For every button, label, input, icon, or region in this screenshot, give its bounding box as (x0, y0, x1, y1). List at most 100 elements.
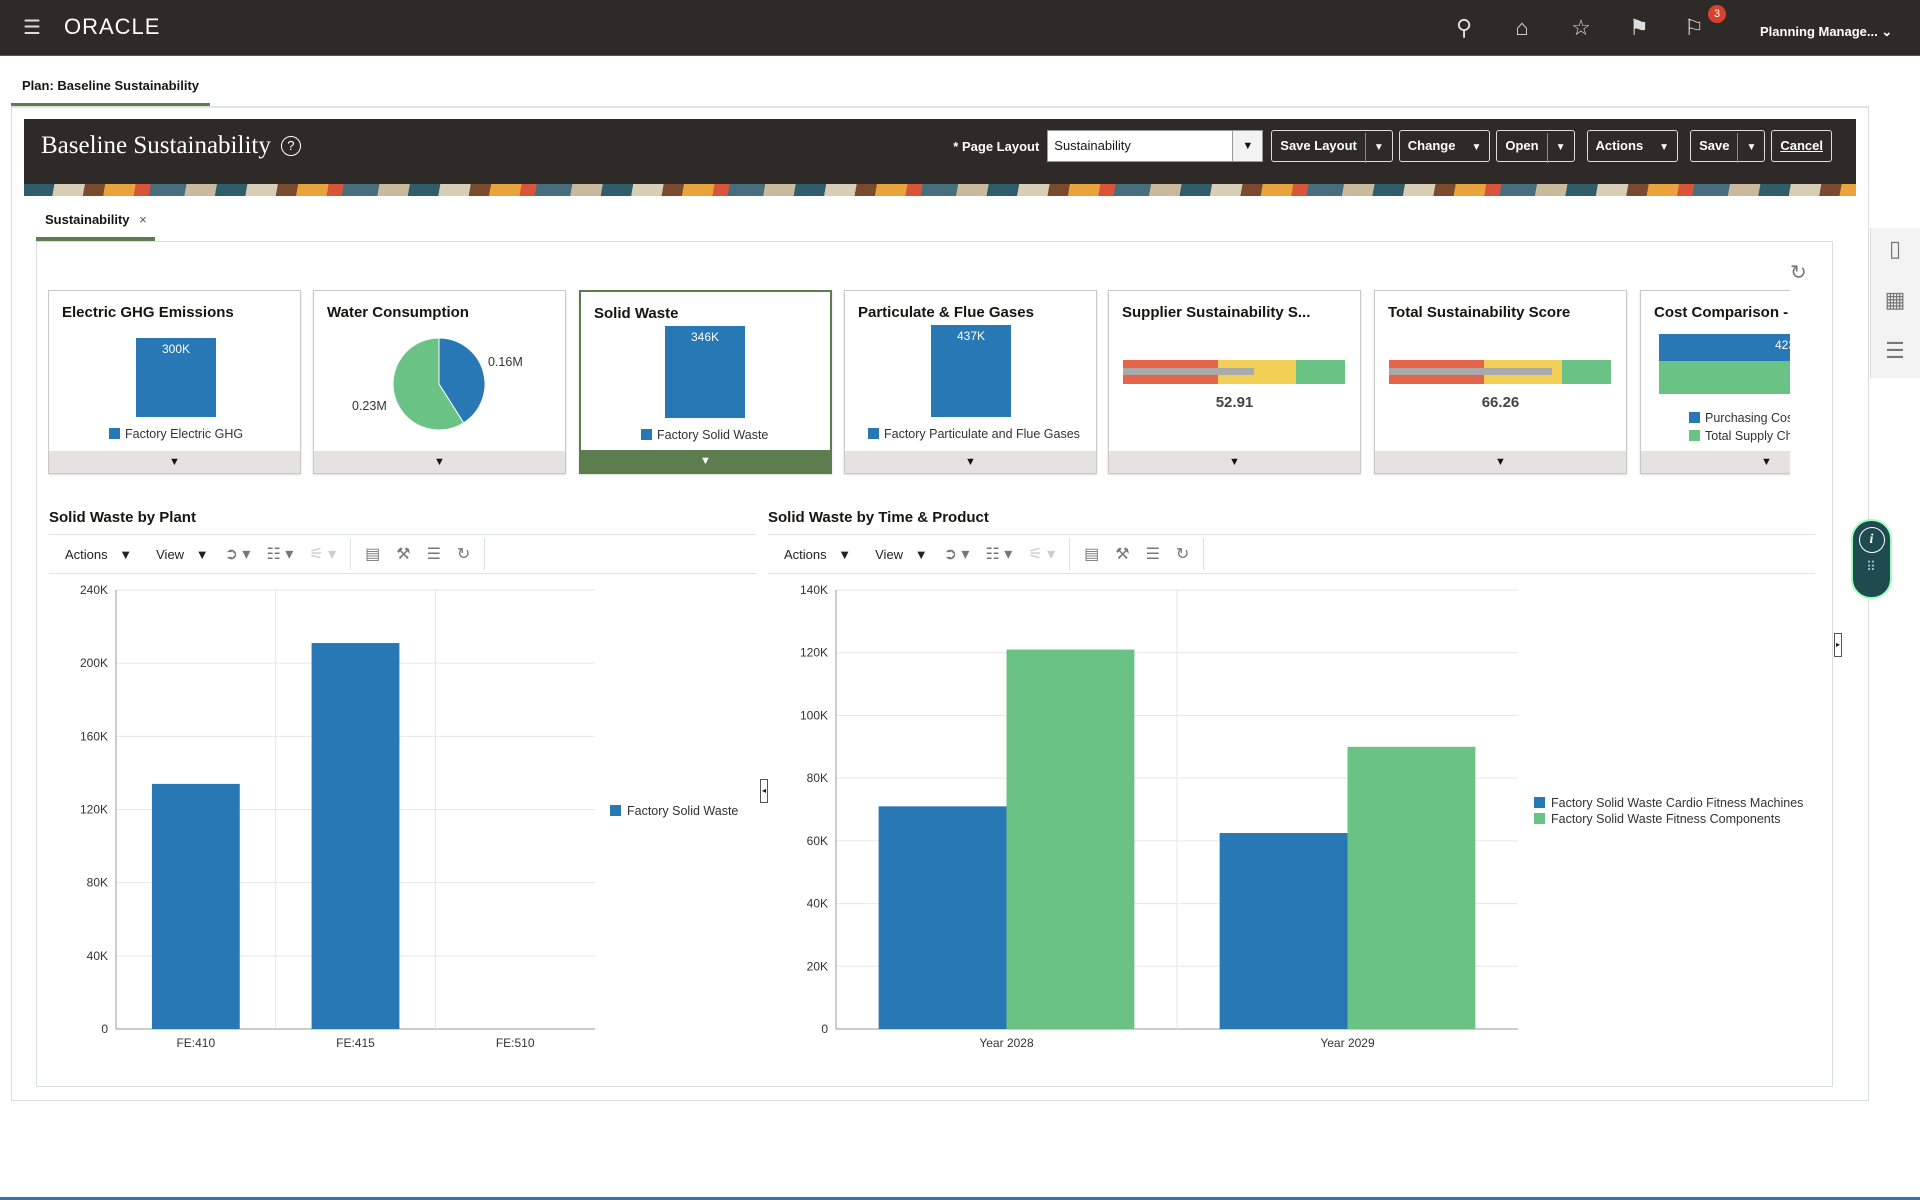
actions-button[interactable]: Actions ▼ (1586, 130, 1679, 162)
tile-expand[interactable]: ▼ (581, 450, 830, 472)
tile-title: Solid Waste (594, 305, 679, 322)
change-label: Change (1407, 138, 1456, 153)
user-menu[interactable]: Planning Manage... ⌄ (1760, 24, 1892, 40)
bar-Year2029-0 (1219, 833, 1348, 1029)
y-tick-label: 200K (80, 656, 108, 670)
dropdown-icon[interactable]: ▼ (1364, 133, 1384, 163)
refresh-icon[interactable]: ↻ (1175, 546, 1190, 563)
save-icon[interactable]: ▤ (365, 546, 381, 563)
help-icon[interactable]: ? (280, 136, 301, 156)
flag-icon[interactable]: ⚑ (1629, 15, 1649, 40)
bar-Year2028-1 (1006, 649, 1135, 1029)
dots-icon: ⠿ (1866, 559, 1877, 574)
tile-expand[interactable]: ▼ (314, 451, 565, 473)
info-assistant-button[interactable]: i ⠿ (1851, 519, 1892, 599)
notifications-icon[interactable]: ⚐ (1684, 15, 1704, 40)
plan-tab-indicator (11, 103, 210, 107)
save-button[interactable]: Save ▼ (1690, 130, 1766, 163)
plan-tab[interactable]: Plan: Baseline Sustainability (22, 78, 199, 93)
star-icon[interactable]: ☆ (1571, 15, 1591, 40)
legend-label: Factory Solid Waste Fitness Components (1551, 812, 1781, 826)
required-mark: * (953, 138, 959, 154)
top-bar: ☰ ORACLE ⚲ ⌂ ☆ ⚑ ⚐ 3 Planning Manage... … (0, 0, 1920, 56)
gauge (1123, 360, 1345, 384)
close-icon[interactable]: × (139, 212, 147, 227)
open-label: Open (1505, 138, 1539, 153)
change-button[interactable]: Change ▼ (1398, 130, 1491, 162)
dashboard-panel (36, 241, 1833, 1087)
user-name: Planning Manage... (1760, 24, 1878, 39)
tile-cost-comparison[interactable]: Cost Comparison - 423 Purchasing Cos Tot… (1640, 290, 1790, 474)
tools-icon[interactable]: ⚒ (396, 546, 411, 563)
menu-icon[interactable]: ☰ (23, 17, 41, 39)
save-layout-button[interactable]: Save Layout ▼ (1271, 130, 1393, 163)
tile-solid-waste[interactable]: Solid Waste 346K Factory Solid Waste ▼ (579, 290, 832, 474)
x-tick-label: FE:415 (336, 1036, 375, 1050)
page-layout-label: * Page Layout (953, 139, 1039, 154)
dropdown-icon[interactable]: ▼ (1546, 133, 1566, 163)
list-icon[interactable]: ☰ (1885, 338, 1905, 363)
legend-item: Factory Particulate and Flue Gases (868, 427, 1080, 441)
open-button[interactable]: Open ▼ (1496, 130, 1575, 163)
go-icon[interactable]: ➲ ▾ (224, 546, 251, 563)
page-layout-text: Page Layout (961, 138, 1040, 154)
tile-expand[interactable]: ▼ (1641, 451, 1790, 473)
document-icon[interactable]: ▯ (1888, 236, 1902, 261)
view-menu[interactable]: View ▼ (156, 546, 209, 562)
tile-title: Water Consumption (327, 304, 469, 321)
mini-bar: 437K (931, 325, 1011, 417)
chevron-down-icon[interactable]: ▼ (1232, 131, 1263, 161)
search-icon[interactable]: ⚲ (1455, 15, 1473, 40)
legend-label: Factory Solid Waste (627, 804, 738, 818)
tile-expand[interactable]: ▼ (1109, 451, 1360, 473)
home-icon[interactable]: ⌂ (1515, 15, 1529, 40)
dashboard-icon[interactable]: ▦ (1884, 287, 1906, 312)
tile-total-score[interactable]: Total Sustainability Score 66.26 ▼ (1374, 290, 1627, 474)
tile-water-consumption[interactable]: Water Consumption 0.16M 0.23M ▼ (313, 290, 566, 474)
tile-supplier-score[interactable]: Supplier Sustainability S... 52.91 ▼ (1108, 290, 1361, 474)
refresh-icon[interactable]: ↻ (456, 546, 471, 563)
tab-sustainability[interactable]: Sustainability × (45, 212, 147, 227)
bar-Year2028-0 (878, 806, 1007, 1029)
tile-expand[interactable]: ▼ (1375, 451, 1626, 473)
tile-strip: Electric GHG Emissions 300K Factory Elec… (48, 290, 1790, 476)
solid-waste-by-plant-chart: 0 40K 80K 120K 160K 200K 240K FE:410 FE:415 FE:51… (80, 583, 738, 1050)
tile-expand[interactable]: ▼ (49, 451, 300, 473)
header-actions: * Page Layout Sustainability ▼ Save Layo… (953, 130, 1832, 163)
y-tick-label: 140K (800, 583, 828, 597)
tile-title: Cost Comparison - (1654, 304, 1789, 321)
save-icon[interactable]: ▤ (1084, 546, 1100, 563)
legend-swatch (610, 805, 621, 816)
tile-particulate[interactable]: Particulate & Flue Gases 437K Factory Pa… (844, 290, 1097, 474)
page-layout-value: Sustainability (1054, 138, 1131, 153)
go-icon[interactable]: ➲ ▾ (943, 546, 970, 563)
expand-handle[interactable]: ▸ (1834, 633, 1842, 657)
bottom-bar (0, 1197, 1920, 1200)
list-icon[interactable]: ☰ (426, 546, 441, 563)
save-label: Save (1699, 138, 1730, 153)
oracle-logo[interactable]: ORACLE (64, 14, 161, 39)
cancel-button[interactable]: Cancel (1771, 130, 1832, 162)
page-layout-select[interactable]: Sustainability ▼ (1047, 130, 1264, 162)
decorative-banner (24, 184, 1856, 196)
tile-electric-ghg[interactable]: Electric GHG Emissions 300K Factory Elec… (48, 290, 301, 474)
format-icon[interactable]: ☷ ▾ (266, 546, 294, 563)
x-tick-label: FE:410 (176, 1036, 215, 1050)
plan-panel (11, 106, 1869, 1101)
bar-FE415-0 (311, 643, 400, 1029)
tools-icon[interactable]: ⚒ (1115, 546, 1130, 563)
actions-menu[interactable]: Actions ▼ (65, 546, 133, 562)
refresh-icon[interactable]: ↻ (1790, 262, 1807, 284)
view-menu[interactable]: View ▼ (875, 546, 928, 562)
tile-expand[interactable]: ▼ (845, 451, 1096, 473)
stacked-bar-green (1659, 361, 1790, 394)
dropdown-icon[interactable]: ▼ (1737, 133, 1756, 163)
y-tick-label: 40K (87, 949, 108, 963)
collapse-handle[interactable]: ◂ (760, 779, 768, 803)
save-layout-label: Save Layout (1280, 138, 1357, 153)
dropdown-icon: ▼ (1659, 142, 1670, 153)
mini-bar: 346K (665, 326, 745, 418)
actions-menu[interactable]: Actions ▼ (784, 546, 852, 562)
list-icon[interactable]: ☰ (1145, 546, 1160, 563)
format-icon[interactable]: ☷ ▾ (985, 546, 1013, 563)
